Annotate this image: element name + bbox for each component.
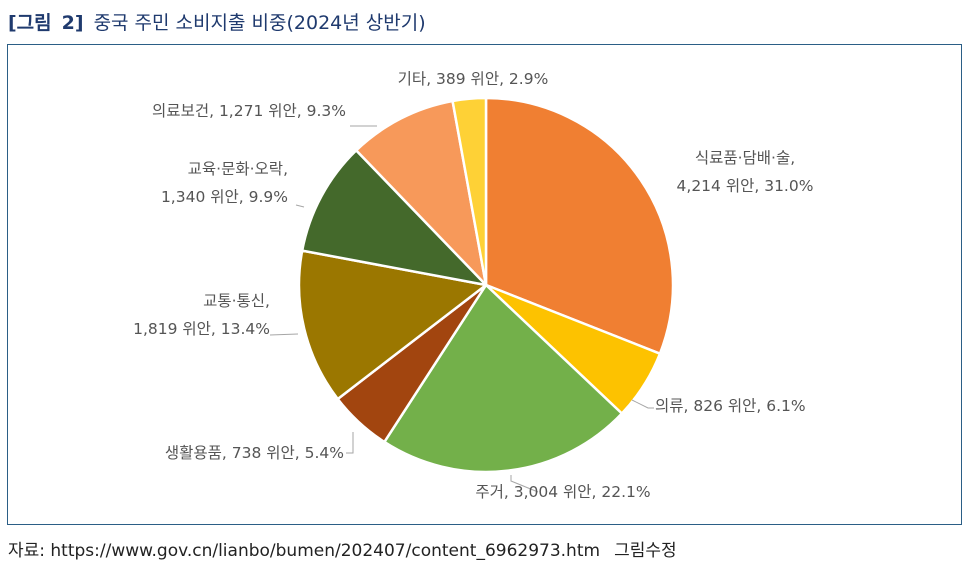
leader-line-6: [295, 204, 305, 208]
leader-line-4: [346, 432, 354, 454]
leader-lines: [269, 125, 654, 493]
figure-tag-prefix: [그림: [8, 12, 52, 34]
data-labels: 식료품·담배·술, 4,214 위안, 31.0% 의류, 826 위안, 6.1%…: [133, 70, 813, 501]
data-label-5-line-2: 1,819 위안, 13.4%: [133, 320, 270, 338]
data-label-6: 교육·문화·오락, 1,340 위안, 9.9%: [161, 160, 288, 206]
data-label-3-line-1: 주거, 3,004 위안, 22.1%: [475, 483, 650, 501]
source-modified-note: 그림수정: [614, 541, 677, 561]
data-label-5-line-1: 교통·통신,: [203, 292, 270, 310]
pie-slice-6: [300, 149, 488, 287]
figure-tag-number: 2]: [61, 12, 84, 34]
pie-slice-8: [451, 96, 488, 287]
pie-slice-3: [383, 283, 624, 474]
source-note: 자료: https://www.gov.cn/lianbo/bumen/2024…: [8, 536, 677, 561]
data-label-1-line-2: 4,214 위안, 31.0%: [677, 177, 814, 195]
data-label-8-line-1: 기타, 389 위안, 2.9%: [398, 70, 549, 88]
data-label-2: 의류, 826 위안, 6.1%: [655, 397, 806, 415]
data-label-3: 주거, 3,004 위안, 22.1%: [475, 483, 650, 501]
pie-slice-1: [484, 96, 675, 355]
data-label-1-line-1: 식료품·담배·술,: [695, 149, 795, 167]
figure-tag: [그림 2]: [8, 12, 84, 34]
data-label-2-line-1: 의류, 826 위안, 6.1%: [655, 397, 806, 415]
data-label-6-line-2: 1,340 위안, 9.9%: [161, 188, 288, 206]
pie-slice-7: [354, 99, 488, 287]
data-label-7-line-1: 의료보건, 1,271 위안, 9.3%: [152, 102, 346, 120]
data-label-4-line-1: 생활용품, 738 위안, 5.4%: [165, 444, 344, 462]
figure-title: [그림 2] 중국 주민 소비지출 비중(2024년 상반기): [8, 8, 426, 34]
data-label-8: 기타, 389 위안, 2.9%: [398, 70, 549, 88]
data-label-5: 교통·통신, 1,819 위안, 13.4%: [133, 292, 270, 338]
data-label-7: 의료보건, 1,271 위안, 9.3%: [152, 102, 346, 120]
data-label-6-line-1: 교육·문화·오락,: [188, 160, 288, 178]
figure-title-text: 중국 주민 소비지출 비중(2024년 상반기): [93, 12, 426, 34]
source-text: 자료: https://www.gov.cn/lianbo/bumen/2024…: [8, 541, 601, 561]
data-label-4: 생활용품, 738 위안, 5.4%: [165, 444, 344, 462]
data-label-1: 식료품·담배·술, 4,214 위안, 31.0%: [677, 149, 814, 195]
pie-chart: 식료품·담배·술, 4,214 위안, 31.0% 의류, 826 위안, 6.1%…: [133, 70, 813, 501]
pie-slice-5: [297, 249, 488, 401]
pie-slices: [297, 96, 675, 474]
leader-line-2: [631, 399, 654, 409]
leader-line-3: [510, 475, 539, 493]
chart-frame: 식료품·담배·술, 4,214 위안, 31.0% 의류, 826 위안, 6.1%…: [7, 44, 962, 525]
leader-line-5: [269, 333, 299, 336]
